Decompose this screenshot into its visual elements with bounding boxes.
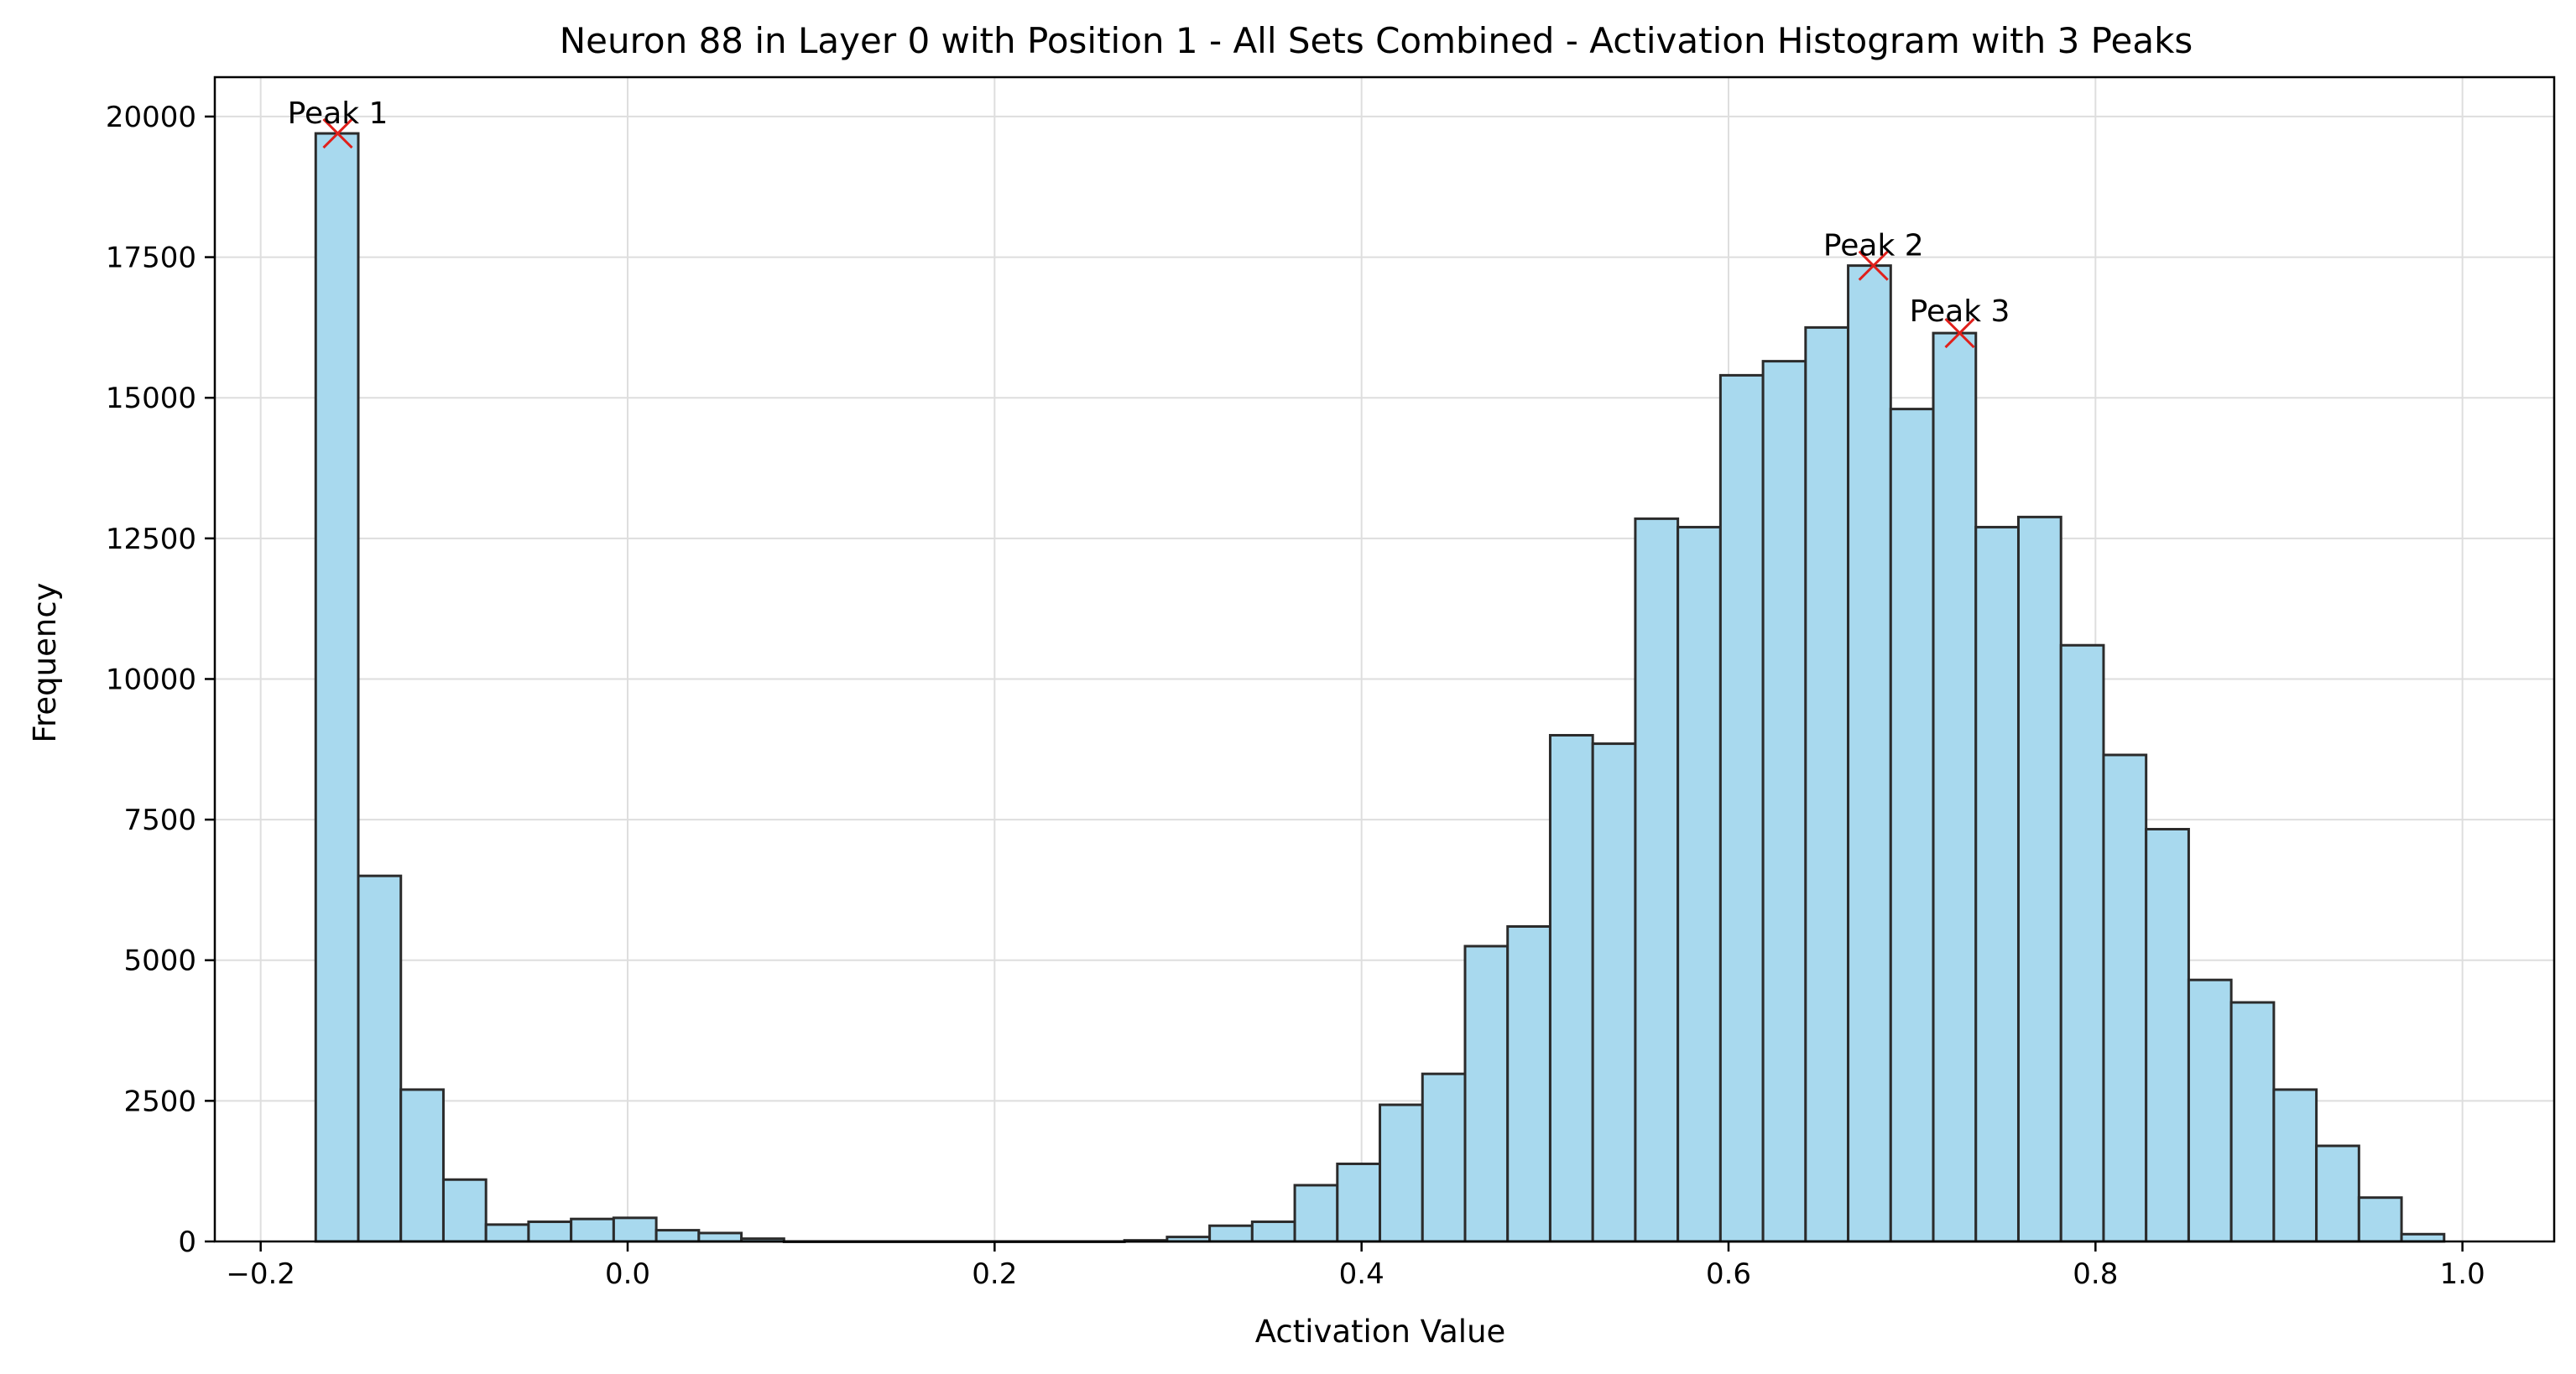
y-tick-label: 5000 [123, 945, 196, 978]
plot-frame [213, 75, 2556, 1243]
histogram-bar [654, 1229, 701, 1243]
peak-marker [1944, 318, 1975, 349]
y-axis-label: Frequency [27, 582, 63, 742]
histogram-bar [697, 1231, 743, 1243]
y-tick-label: 0 [178, 1226, 196, 1259]
histogram-bar [2357, 1196, 2403, 1243]
histogram-bar [1847, 264, 1892, 1243]
histogram-bar [2400, 1232, 2446, 1243]
histogram-bar [570, 1217, 615, 1243]
histogram-bar [357, 874, 403, 1243]
y-tick-label: 12500 [106, 523, 196, 556]
x-tick-label: 0.4 [1339, 1257, 1384, 1291]
x-tick-label: 0.2 [972, 1257, 1017, 1291]
histogram-bar [1548, 734, 1594, 1243]
histogram-bar [2187, 978, 2233, 1243]
x-tick-label: 0.8 [2073, 1257, 2118, 1291]
histogram-bar [2102, 753, 2148, 1243]
x-tick-label: 0.0 [605, 1257, 650, 1291]
histogram-bar [314, 132, 360, 1243]
histogram-bar [1804, 325, 1850, 1243]
peak-marker [322, 117, 353, 149]
histogram-bar [1336, 1162, 1382, 1243]
y-tick-label: 2500 [123, 1085, 196, 1118]
histogram-bar [527, 1220, 573, 1243]
histogram-bar [2016, 515, 2062, 1243]
histogram-bar [441, 1178, 488, 1243]
histogram-bar [1379, 1103, 1424, 1243]
histogram-bar [2229, 1001, 2276, 1243]
histogram-bar [1974, 525, 2020, 1243]
histogram-bar [484, 1223, 530, 1243]
y-tick-label: 10000 [106, 663, 196, 696]
histogram-bar [1932, 331, 1978, 1243]
peak-label: Peak 1 [288, 96, 388, 131]
peak-marker [1858, 250, 1889, 281]
chart-title: Neuron 88 in Layer 0 with Position 1 - A… [560, 20, 2193, 61]
peak-label: Peak 2 [1823, 229, 1924, 263]
x-tick-label: 0.6 [1706, 1257, 1751, 1291]
histogram-bar [1634, 517, 1680, 1243]
histogram-bar [2272, 1088, 2318, 1243]
x-axis-label: Activation Value [1255, 1314, 1506, 1350]
y-tick-label: 17500 [106, 242, 196, 275]
histogram-bar [1293, 1184, 1339, 1243]
peak-x-stroke [322, 117, 353, 149]
histogram-bar [1421, 1072, 1467, 1243]
x-tick-label: −0.2 [226, 1257, 295, 1291]
y-tick-label: 7500 [123, 804, 196, 837]
histogram-bar [1761, 360, 1807, 1243]
histogram-bar [2145, 828, 2190, 1243]
histogram-bar [1591, 742, 1637, 1243]
peak-label: Peak 3 [1910, 294, 2010, 329]
histogram-bar [1463, 945, 1510, 1243]
histogram-bar [2315, 1144, 2360, 1243]
peak-x-stroke [1944, 318, 1975, 349]
peak-markers: Peak 1 Peak 2 Peak 3 [288, 96, 2010, 349]
histogram-bar [1676, 525, 1722, 1243]
histogram-bar [2059, 643, 2105, 1243]
histogram-bars [314, 132, 2446, 1243]
x-axis-ticks: −0.2 0.0 0.2 0.4 0.6 0.8 1.0 [226, 1241, 2485, 1291]
histogram-bar [1718, 373, 1765, 1243]
x-tick-label: 1.0 [2440, 1257, 2485, 1291]
histogram-bar [612, 1216, 658, 1243]
peak-x-stroke [1858, 250, 1889, 281]
y-tick-label: 20000 [106, 101, 196, 134]
histogram-bar [1208, 1224, 1254, 1243]
histogram-bar [1889, 408, 1935, 1243]
y-axis-ticks: 0 2500 5000 7500 10000 12500 15000 17500 20000 [106, 101, 215, 1259]
y-tick-label: 15000 [106, 382, 196, 415]
histogram-bar [1506, 925, 1551, 1243]
histogram-bar [399, 1088, 445, 1243]
histogram-bar [1250, 1220, 1296, 1243]
